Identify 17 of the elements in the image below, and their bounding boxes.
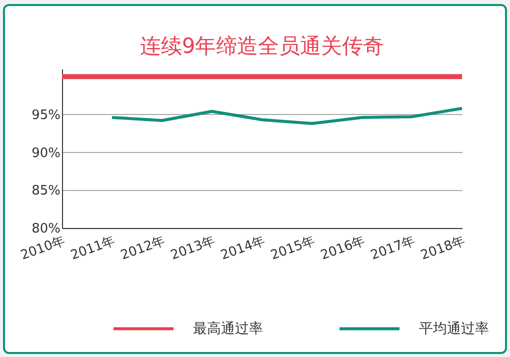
x-tick-label: 2014年 bbox=[218, 234, 268, 264]
line-series bbox=[110, 106, 464, 126]
y-tick-label: 85% bbox=[32, 184, 60, 199]
x-tick-label: 2013年 bbox=[168, 234, 218, 264]
legend-label: 平均通过率 bbox=[419, 320, 489, 337]
x-tick-label: 2016年 bbox=[318, 234, 368, 264]
y-tick-label: 95% bbox=[32, 108, 60, 123]
x-tick-label: 2011年 bbox=[68, 234, 118, 264]
x-tick-label: 2018年 bbox=[418, 234, 468, 264]
legend-label: 最高通过率 bbox=[193, 320, 263, 337]
y-tick-label: 90% bbox=[32, 146, 60, 161]
y-tick-label: 80% bbox=[32, 222, 60, 236]
x-tick-label: 2017年 bbox=[368, 234, 418, 264]
x-tick-label: 2010年 bbox=[18, 234, 68, 264]
chart-title: 连续9年缔造全员通关传奇 bbox=[140, 34, 384, 58]
x-tick-label: 2015年 bbox=[268, 234, 318, 264]
x-tick-label: 2012年 bbox=[118, 234, 168, 264]
